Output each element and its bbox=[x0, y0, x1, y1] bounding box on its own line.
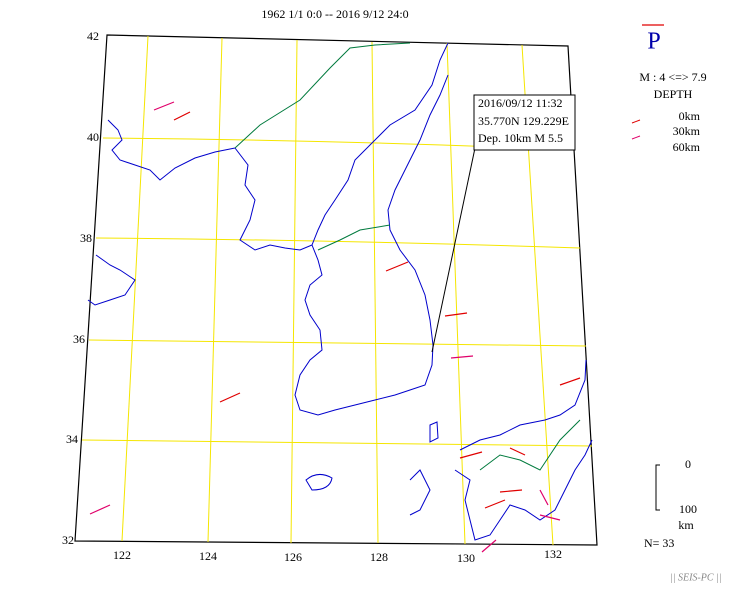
legend-magnitude: M : 4 <=> 7.9 bbox=[639, 70, 706, 84]
lon-label: 130 bbox=[457, 551, 475, 565]
legend-depth: 30km bbox=[673, 124, 701, 138]
legend-symbol: P bbox=[647, 29, 660, 55]
callout-text: 2016/09/12 11:32 bbox=[478, 96, 563, 110]
legend-depth-swatch bbox=[631, 135, 641, 140]
lon-label: 132 bbox=[544, 547, 562, 561]
lon-label: 128 bbox=[370, 550, 388, 564]
scale-label: 0 bbox=[685, 457, 691, 471]
lat-label: 42 bbox=[87, 29, 99, 43]
legend-depth: 60km bbox=[673, 140, 701, 154]
callout-box bbox=[473, 94, 576, 151]
legend-depth-title: DEPTH bbox=[654, 87, 693, 101]
event-count: N= 33 bbox=[644, 536, 674, 550]
legend-depth-swatch bbox=[631, 119, 641, 124]
callout-text: Dep. 10km M 5.5 bbox=[478, 131, 563, 145]
coastline bbox=[87, 42, 593, 541]
callout-text: 35.770N 129.229E bbox=[478, 114, 569, 128]
lat-label: 36 bbox=[73, 332, 85, 346]
scale-unit: km bbox=[678, 518, 694, 532]
lon-label: 124 bbox=[199, 549, 217, 563]
legend-depth: 0km bbox=[679, 109, 701, 123]
lat-label: 40 bbox=[87, 130, 99, 144]
callout-pointer bbox=[431, 147, 476, 353]
scale-bar bbox=[655, 464, 660, 511]
lon-label: 122 bbox=[113, 548, 131, 562]
lon-label: 126 bbox=[284, 550, 302, 564]
scale-label: 100 bbox=[679, 502, 697, 516]
lat-label: 32 bbox=[62, 533, 74, 547]
p-axis-marks bbox=[89, 101, 581, 553]
lat-label: 38 bbox=[80, 231, 92, 245]
title: 1962 1/1 0:0 -- 2016 9/12 24:0 bbox=[261, 7, 408, 21]
border bbox=[234, 42, 581, 471]
footer: || SEIS-PC || bbox=[670, 572, 722, 583]
map-frame bbox=[74, 34, 598, 546]
lat-label: 34 bbox=[66, 432, 78, 446]
